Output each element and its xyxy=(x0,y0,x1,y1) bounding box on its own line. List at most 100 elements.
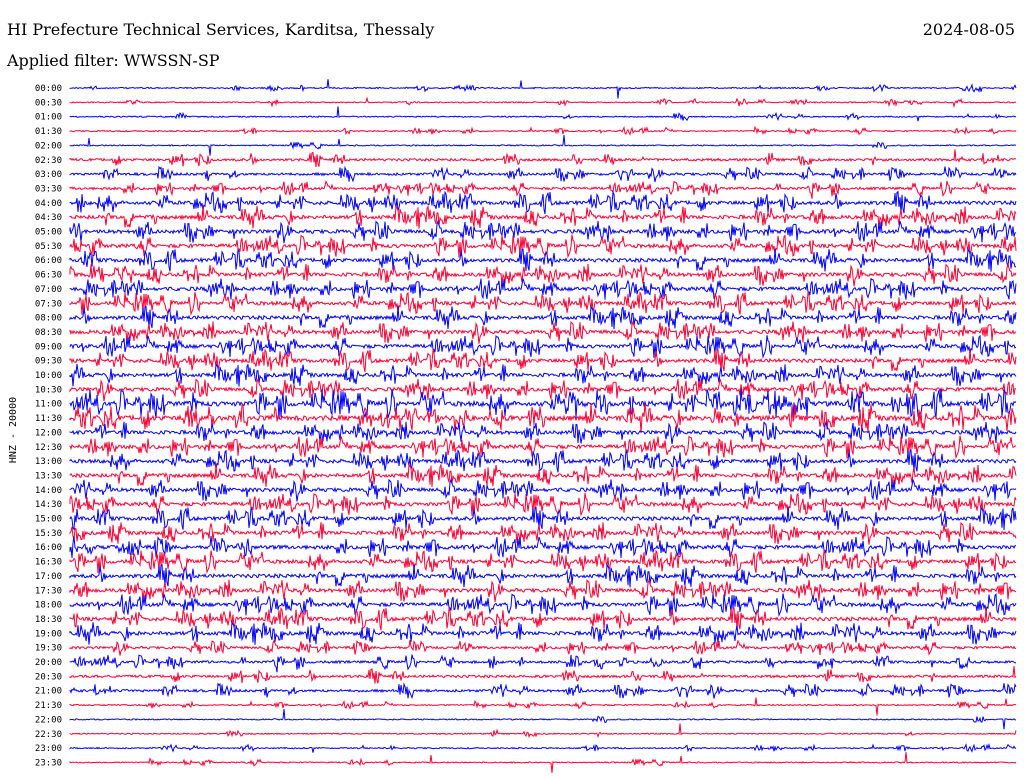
trace-line xyxy=(69,620,1017,645)
trace-line xyxy=(69,639,1017,656)
row-time-label: 14:00 xyxy=(35,486,62,496)
row-time-label: 16:00 xyxy=(35,543,62,553)
trace-line xyxy=(69,106,1017,122)
trace-line xyxy=(69,521,1017,545)
trace-line xyxy=(69,435,1017,460)
row-time-label: 13:30 xyxy=(35,471,62,481)
row-time-label: 01:30 xyxy=(35,127,62,137)
trace-line xyxy=(69,361,1017,387)
trace-line xyxy=(69,149,1017,168)
trace-line xyxy=(69,578,1017,603)
row-time-label: 11:00 xyxy=(35,400,62,410)
trace-line xyxy=(69,388,1017,420)
row-time-label: 09:00 xyxy=(35,342,62,352)
trace-line xyxy=(69,247,1017,272)
trace-line xyxy=(69,535,1017,559)
row-time-label: 03:00 xyxy=(35,170,62,180)
row-time-label: 20:30 xyxy=(35,672,62,682)
trace-line xyxy=(69,462,1017,488)
trace-line xyxy=(69,420,1017,445)
trace-line xyxy=(69,654,1017,673)
row-time-label: 17:30 xyxy=(35,586,62,596)
row-time-label: 05:30 xyxy=(35,242,62,252)
trace-line xyxy=(69,752,1017,773)
row-time-label: 02:30 xyxy=(35,156,62,166)
plot-date: 2024-08-05 xyxy=(922,20,1015,39)
row-time-label: 00:30 xyxy=(35,98,62,108)
trace-line xyxy=(69,204,1017,229)
trace-line xyxy=(69,665,1017,684)
row-time-label: 08:30 xyxy=(35,328,62,338)
row-time-label: 04:30 xyxy=(35,213,62,223)
row-time-label: 04:00 xyxy=(35,199,62,209)
trace-line xyxy=(69,334,1017,359)
row-time-label: 22:00 xyxy=(35,715,62,725)
trace-line xyxy=(69,448,1017,473)
row-time-label: 11:30 xyxy=(35,414,62,424)
row-time-label: 16:30 xyxy=(35,558,62,568)
trace-line xyxy=(69,492,1017,517)
station-title: HI Prefecture Technical Services, Kardit… xyxy=(7,20,435,39)
row-time-label: 12:00 xyxy=(35,428,62,438)
trace-line xyxy=(69,165,1017,183)
trace-line xyxy=(69,682,1017,700)
trace-line xyxy=(69,96,1017,109)
trace-line xyxy=(69,79,1017,99)
row-time-label: 15:30 xyxy=(35,529,62,539)
row-time-label: 05:00 xyxy=(35,228,62,238)
row-time-label: 14:30 xyxy=(35,500,62,510)
row-time-label: 02:00 xyxy=(35,141,62,151)
trace-line xyxy=(69,277,1017,300)
row-time-label: 09:30 xyxy=(35,357,62,367)
trace-line xyxy=(69,549,1017,575)
row-time-label: 10:30 xyxy=(35,385,62,395)
trace-line xyxy=(69,348,1017,373)
row-time-label: 03:30 xyxy=(35,184,62,194)
row-time-label: 17:00 xyxy=(35,572,62,582)
trace-line xyxy=(69,505,1017,531)
row-time-label: 07:30 xyxy=(35,299,62,309)
filter-label: Applied filter: WWSSN-SP xyxy=(7,51,220,70)
trace-line xyxy=(69,319,1017,344)
trace-line xyxy=(69,477,1017,502)
trace-line xyxy=(69,562,1017,588)
trace-line xyxy=(69,125,1017,136)
trace-line xyxy=(69,180,1016,199)
row-time-label: 01:00 xyxy=(35,113,62,123)
row-time-label: 00:00 xyxy=(35,84,62,94)
trace-line xyxy=(69,190,1017,215)
trace-line xyxy=(69,402,1017,434)
row-time-label: 18:00 xyxy=(35,601,62,611)
row-time-label: 10:00 xyxy=(35,371,62,381)
trace-line xyxy=(69,723,1017,739)
row-time-label: 07:00 xyxy=(35,285,62,295)
trace-line xyxy=(69,742,1017,753)
row-time-label: 12:30 xyxy=(35,443,62,453)
trace-line xyxy=(69,262,1017,287)
trace-line xyxy=(69,377,1017,402)
row-time-label: 18:30 xyxy=(35,615,62,625)
trace-line xyxy=(69,606,1017,631)
trace-line xyxy=(69,304,1017,330)
row-time-label: 23:00 xyxy=(35,744,62,754)
row-time-label: 06:00 xyxy=(35,256,62,266)
trace-line xyxy=(69,290,1017,316)
row-time-label: 08:00 xyxy=(35,314,62,324)
row-time-label: 06:30 xyxy=(35,271,62,281)
row-time-label: 13:00 xyxy=(35,457,62,467)
row-time-label: 19:00 xyxy=(35,629,62,639)
row-time-label: 19:30 xyxy=(35,644,62,654)
row-time-label: 20:00 xyxy=(35,658,62,668)
row-time-label: 23:30 xyxy=(35,758,62,768)
trace-line xyxy=(69,709,1016,730)
row-time-label: 21:30 xyxy=(35,701,62,711)
trace-line xyxy=(69,219,1017,244)
trace-line xyxy=(69,593,1017,618)
trace-line xyxy=(69,135,1017,156)
row-time-label: 22:30 xyxy=(35,730,62,740)
row-time-label: 21:00 xyxy=(35,687,62,697)
trace-line xyxy=(69,697,1017,716)
trace-line xyxy=(69,234,1017,259)
row-time-label: 15:00 xyxy=(35,515,62,525)
